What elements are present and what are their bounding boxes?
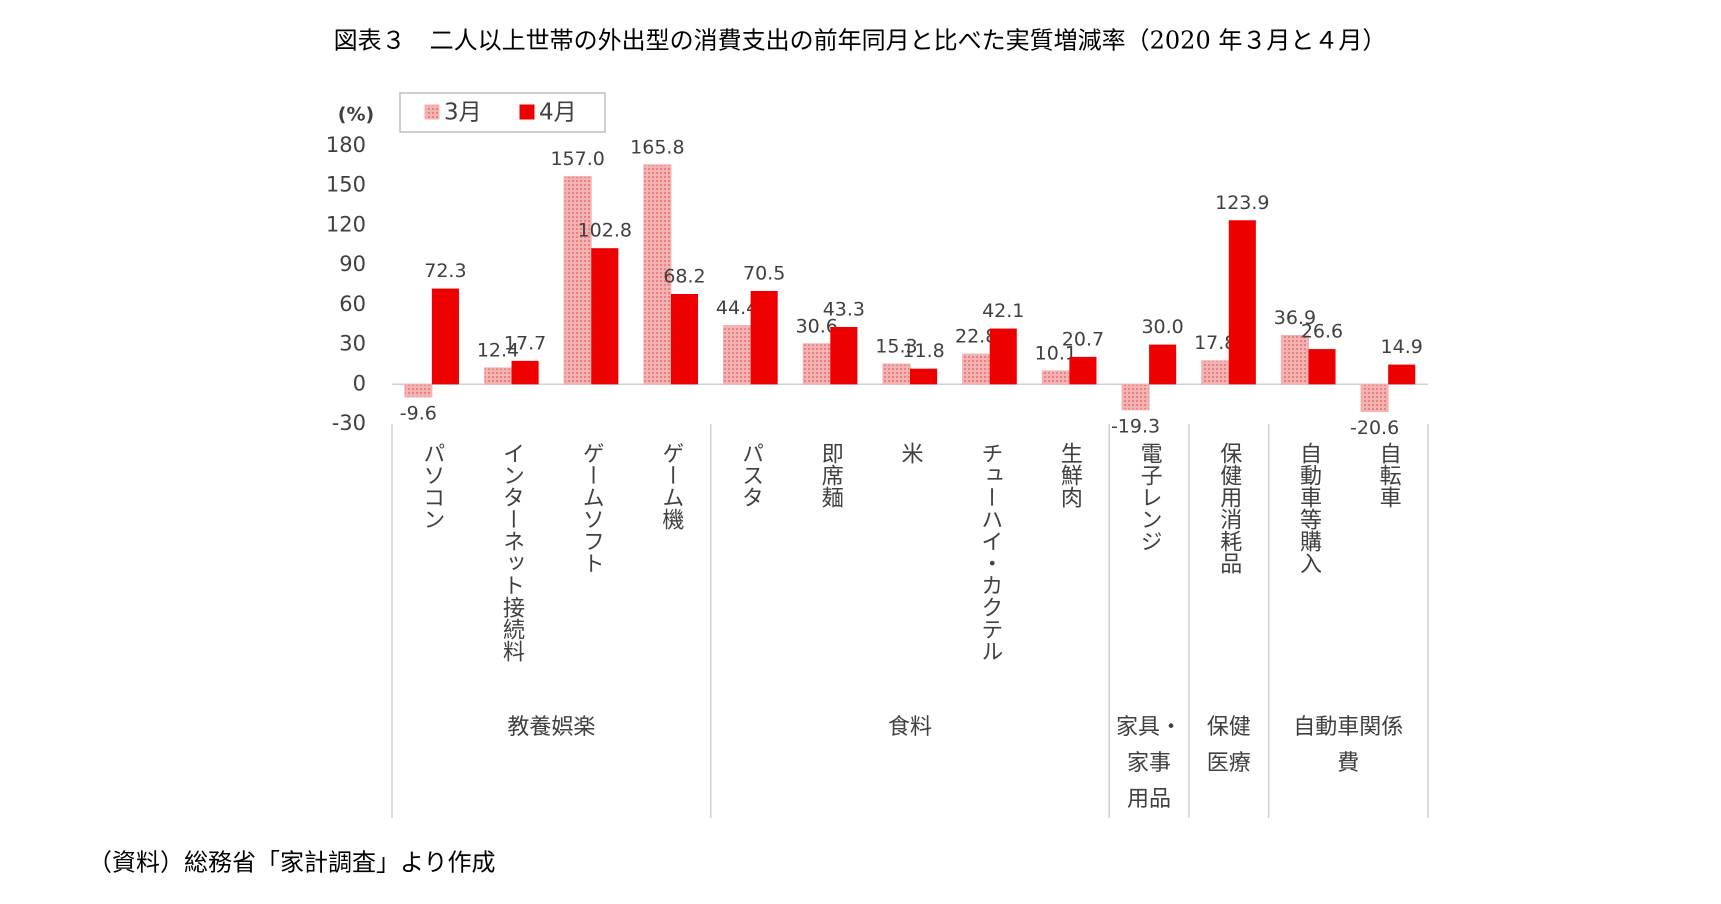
value-label: 44.4 [716,297,758,319]
bar [882,363,911,385]
x-tick-label: 保健用消耗品 [1216,442,1242,574]
value-label: 15.3 [875,336,917,358]
value-label: 30.6 [796,315,838,337]
value-label: -9.6 [400,402,437,424]
bar [563,175,592,385]
chart-title: 図表３ 二人以上世帯の外出型の消費支出の前年同月と比べた実質増減率（2020 年… [334,27,1387,55]
bar [483,367,513,385]
value-label: 165.8 [630,136,684,158]
bar [1360,383,1389,413]
value-label: -19.3 [1111,415,1160,437]
bar [1201,360,1230,385]
bar [1308,349,1336,385]
value-label: 36.9 [1274,307,1316,329]
value-label: 17.7 [504,332,546,354]
bar [910,368,938,385]
y-tick-label: 150 [326,173,366,197]
bar [1121,383,1150,411]
legend-box [399,92,606,133]
y-tick-label: 0 [353,371,366,395]
value-label: 30.0 [1141,316,1183,338]
group-label: 食料 [887,715,932,740]
bar [670,294,699,385]
value-label: 43.3 [823,298,865,320]
bar [989,328,1017,385]
value-label: 70.5 [743,262,785,284]
y-axis-label: (%) [338,104,374,126]
legend-label: 4月 [539,100,577,126]
group-label: 教養娯楽 [507,715,596,740]
bar [1069,356,1097,385]
value-label: 20.7 [1062,328,1104,350]
value-label: 42.1 [982,300,1024,322]
bar [404,383,433,398]
x-tick-label: チューハイ・カクテル [977,442,1002,662]
y-tick-label: 30 [339,332,366,356]
group-label: 自動車関係 費 [1293,715,1404,776]
x-tick-label: 米 [898,442,924,464]
bar [1388,364,1416,385]
y-tick-label: 90 [339,252,366,276]
value-label: -20.6 [1350,417,1399,439]
bar [591,248,619,385]
value-label: 157.0 [550,148,604,170]
value-label: 26.6 [1301,321,1343,343]
bar [1228,220,1256,385]
legend-swatch [519,104,535,120]
value-label: 68.2 [663,266,705,288]
value-label: 123.9 [1215,192,1269,214]
x-tick-label: ゲームソフト [579,442,604,574]
bar [830,326,858,385]
bar [1280,334,1309,385]
source-note: （資料）総務省「家計調査」より作成 [88,849,496,877]
y-tick-label: 60 [339,292,366,316]
x-tick-label: ゲーム機 [658,442,684,530]
value-label: 10.1 [1035,342,1077,364]
x-tick-label: 電子レンジ [1137,442,1162,552]
bar [643,164,672,385]
y-tick-label: -30 [332,411,366,435]
bar [750,290,778,385]
bar [802,343,831,385]
bar [962,353,991,385]
x-tick-label: 即席麺 [818,442,844,508]
bar [511,360,539,385]
x-tick-label: パソコン [419,442,444,530]
y-tick-label: 120 [326,212,366,236]
x-tick-label: 生鮮肉 [1057,442,1083,508]
bar [723,325,752,385]
value-label: 14.9 [1381,336,1423,358]
x-tick-label: 自動車等購入 [1296,442,1322,574]
legend-swatch [424,104,440,120]
x-tick-label: インターネット接続料 [499,442,525,662]
value-label: 12.4 [477,339,519,361]
bar [1149,344,1177,385]
x-tick-label: パスタ [738,442,763,508]
bar [431,288,459,385]
legend-label: 3月 [444,100,482,126]
value-label: 22.8 [955,326,997,348]
value-label: 102.8 [578,220,632,242]
value-label: 11.8 [902,340,944,362]
value-label: 72.3 [424,260,466,282]
group-label: 保健 医療 [1206,715,1251,776]
value-label: 17.8 [1194,332,1236,354]
x-tick-label: 自転車 [1376,442,1402,508]
bar [1041,370,1070,385]
group-label: 家具・ 家事 用品 [1116,715,1183,812]
y-tick-label: 180 [326,133,366,157]
